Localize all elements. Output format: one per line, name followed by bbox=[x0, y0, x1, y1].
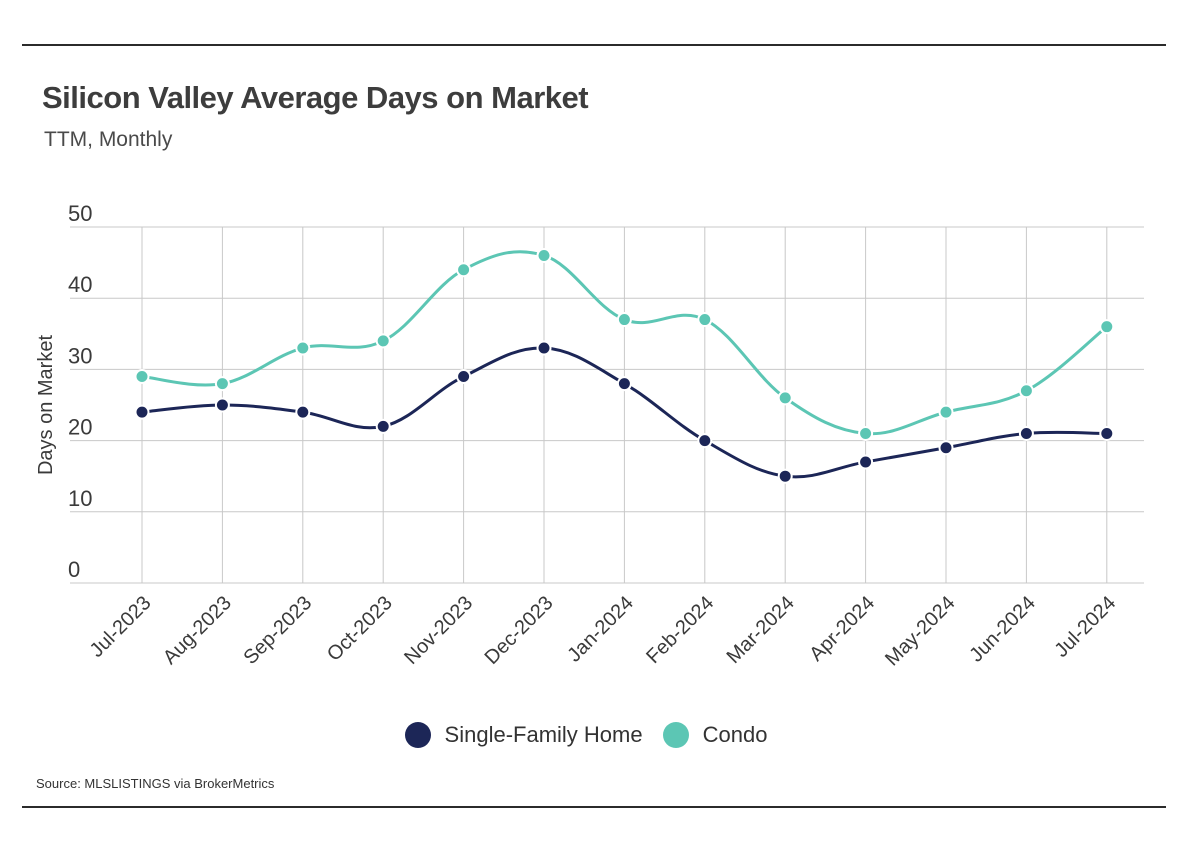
data-point-condo bbox=[375, 333, 391, 349]
data-point-single-family bbox=[134, 404, 150, 420]
x-tick-label: Jul-2024 bbox=[1051, 592, 1121, 662]
data-point-single-family bbox=[777, 468, 793, 484]
x-tick-label: Jul-2023 bbox=[86, 592, 156, 662]
y-tick-label: 10 bbox=[68, 486, 92, 511]
data-point-condo bbox=[214, 376, 230, 392]
x-tick-label: Jun-2024 bbox=[965, 592, 1040, 667]
data-point-single-family bbox=[1018, 425, 1034, 441]
legend-label-single-family: Single-Family Home bbox=[444, 722, 643, 747]
x-tick-label: May-2024 bbox=[881, 592, 959, 670]
x-tick-label: Feb-2024 bbox=[642, 592, 718, 668]
data-point-condo bbox=[134, 369, 150, 385]
series-points bbox=[134, 247, 1115, 484]
y-tick-labels: 0 10 20 30 40 50 bbox=[68, 201, 92, 582]
data-point-condo bbox=[938, 404, 954, 420]
x-tick-label: Aug-2023 bbox=[159, 592, 236, 669]
bottom-rule bbox=[22, 806, 1166, 808]
chart-subtitle: TTM, Monthly bbox=[44, 128, 173, 151]
x-tick-labels: Jul-2023 Aug-2023 Sep-2023 Oct-2023 Nov-2023… bbox=[86, 592, 1121, 670]
x-tick-label: Jan-2024 bbox=[563, 592, 638, 667]
data-point-single-family bbox=[456, 369, 472, 385]
data-point-single-family bbox=[214, 397, 230, 413]
data-point-condo bbox=[456, 262, 472, 278]
x-tick-label: Oct-2023 bbox=[323, 592, 397, 666]
data-point-single-family bbox=[858, 454, 874, 470]
legend-item-single-family: Single-Family Home bbox=[404, 722, 655, 748]
data-point-single-family bbox=[295, 404, 311, 420]
data-point-single-family bbox=[697, 433, 713, 449]
top-rule bbox=[22, 44, 1166, 46]
data-point-condo bbox=[858, 425, 874, 441]
legend-item-condo: Condo bbox=[662, 722, 780, 748]
data-point-single-family bbox=[536, 340, 552, 356]
chart-title: Silicon Valley Average Days on Market bbox=[42, 80, 589, 115]
data-point-condo bbox=[1099, 319, 1115, 335]
x-tick-label: Nov-2023 bbox=[400, 592, 477, 669]
y-tick-label: 30 bbox=[68, 343, 92, 368]
data-point-condo bbox=[1018, 383, 1034, 399]
data-point-condo bbox=[697, 312, 713, 328]
y-tick-label: 40 bbox=[68, 272, 92, 297]
legend-label-condo: Condo bbox=[702, 722, 768, 747]
data-point-condo bbox=[777, 390, 793, 406]
data-point-single-family bbox=[616, 376, 632, 392]
legend: Single-Family Home Condo bbox=[0, 722, 1184, 748]
x-tick-label: Apr-2024 bbox=[805, 592, 879, 666]
x-tick-label: Sep-2023 bbox=[239, 592, 316, 669]
y-axis-label: Days on Market bbox=[35, 335, 57, 475]
legend-marker-condo bbox=[662, 722, 689, 748]
y-tick-label: 50 bbox=[68, 201, 92, 226]
y-tick-label: 20 bbox=[68, 415, 92, 440]
legend-marker-single-family bbox=[404, 722, 431, 748]
data-point-single-family bbox=[375, 418, 391, 434]
data-point-condo bbox=[616, 312, 632, 328]
x-tick-label: Mar-2024 bbox=[723, 592, 799, 668]
data-point-condo bbox=[536, 247, 552, 263]
y-tick-label: 0 bbox=[68, 557, 80, 582]
data-point-single-family bbox=[938, 440, 954, 456]
data-point-single-family bbox=[1099, 425, 1115, 441]
source-note: Source: MLSLISTINGS via BrokerMetrics bbox=[36, 776, 275, 791]
data-point-condo bbox=[295, 340, 311, 356]
x-tick-label: Dec-2023 bbox=[481, 592, 558, 669]
